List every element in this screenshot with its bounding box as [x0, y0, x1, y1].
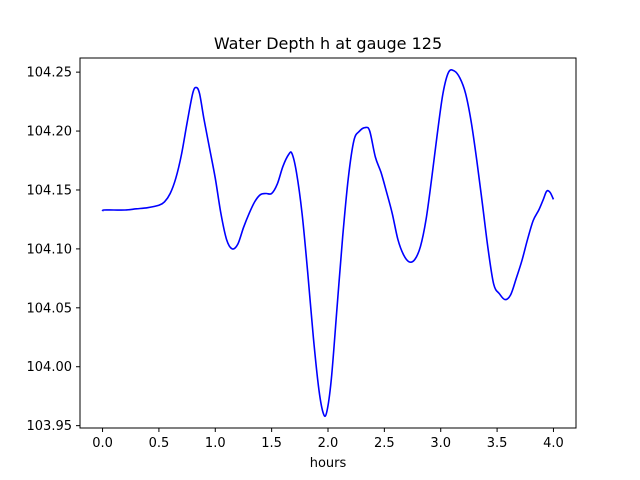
y-tick-label: 104.20: [27, 125, 73, 140]
x-axis-label: hours: [310, 456, 347, 471]
x-tick-label: 2.5: [374, 436, 395, 451]
y-tick-label: 104.05: [27, 301, 73, 316]
y-tick-label: 104.10: [27, 242, 73, 257]
x-tick-label: 1.5: [261, 436, 282, 451]
series-layer: [101, 68, 555, 418]
x-tick-label: 4.0: [543, 436, 564, 451]
x-tick-label: 2.0: [318, 436, 339, 451]
y-tick-label: 104.25: [27, 66, 73, 81]
x-tick-label: 3.5: [487, 436, 508, 451]
x-tick-label: 0.0: [92, 436, 113, 451]
y-tick-label: 104.15: [27, 183, 73, 198]
series-line: [101, 68, 555, 418]
y-tick-label: 103.95: [27, 419, 73, 434]
x-axis-ticks: 0.0 0.5 1.0 1.5 2.0 2.5 3.0 3.5 4.0: [92, 428, 564, 451]
plot-area-frame: [79, 57, 577, 429]
chart-title: Water Depth h at gauge 125: [214, 34, 442, 53]
y-axis-ticks: 103.95 104.00 104.05 104.10 104.15 104.20 104.…: [27, 66, 80, 434]
x-tick-label: 0.5: [149, 436, 170, 451]
x-tick-label: 3.0: [430, 436, 451, 451]
y-tick-label: 104.00: [27, 360, 73, 375]
x-tick-label: 1.0: [205, 436, 226, 451]
